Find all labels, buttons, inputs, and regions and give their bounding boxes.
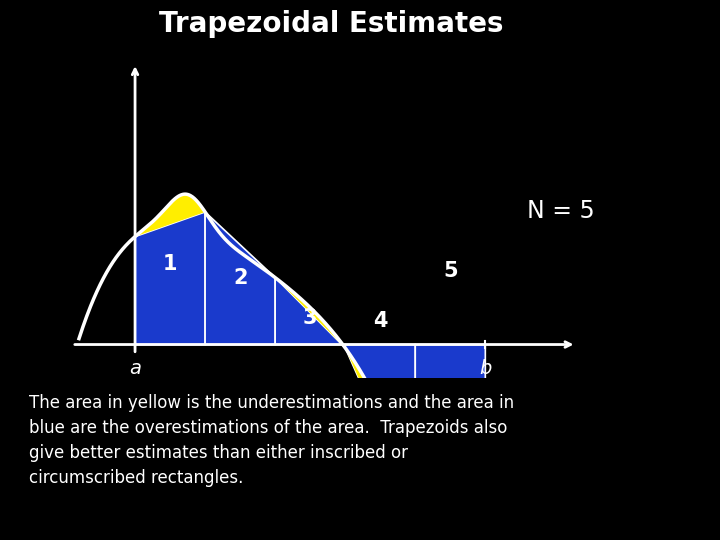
Text: 5: 5	[443, 261, 458, 281]
Polygon shape	[205, 212, 275, 345]
Text: 2: 2	[233, 267, 248, 288]
Text: 3: 3	[303, 308, 318, 328]
Polygon shape	[275, 278, 345, 348]
Polygon shape	[135, 212, 205, 345]
Text: The area in yellow is the underestimations and the area in
blue are the overesti: The area in yellow is the underestimatio…	[29, 394, 514, 487]
Text: b: b	[479, 359, 492, 378]
Title: Trapezoidal Estimates: Trapezoidal Estimates	[159, 10, 503, 38]
Text: 4: 4	[373, 311, 387, 331]
Text: a: a	[129, 359, 141, 378]
Text: 1: 1	[163, 254, 177, 274]
Text: N = 5: N = 5	[527, 199, 595, 222]
Polygon shape	[415, 345, 485, 540]
Polygon shape	[345, 345, 415, 505]
